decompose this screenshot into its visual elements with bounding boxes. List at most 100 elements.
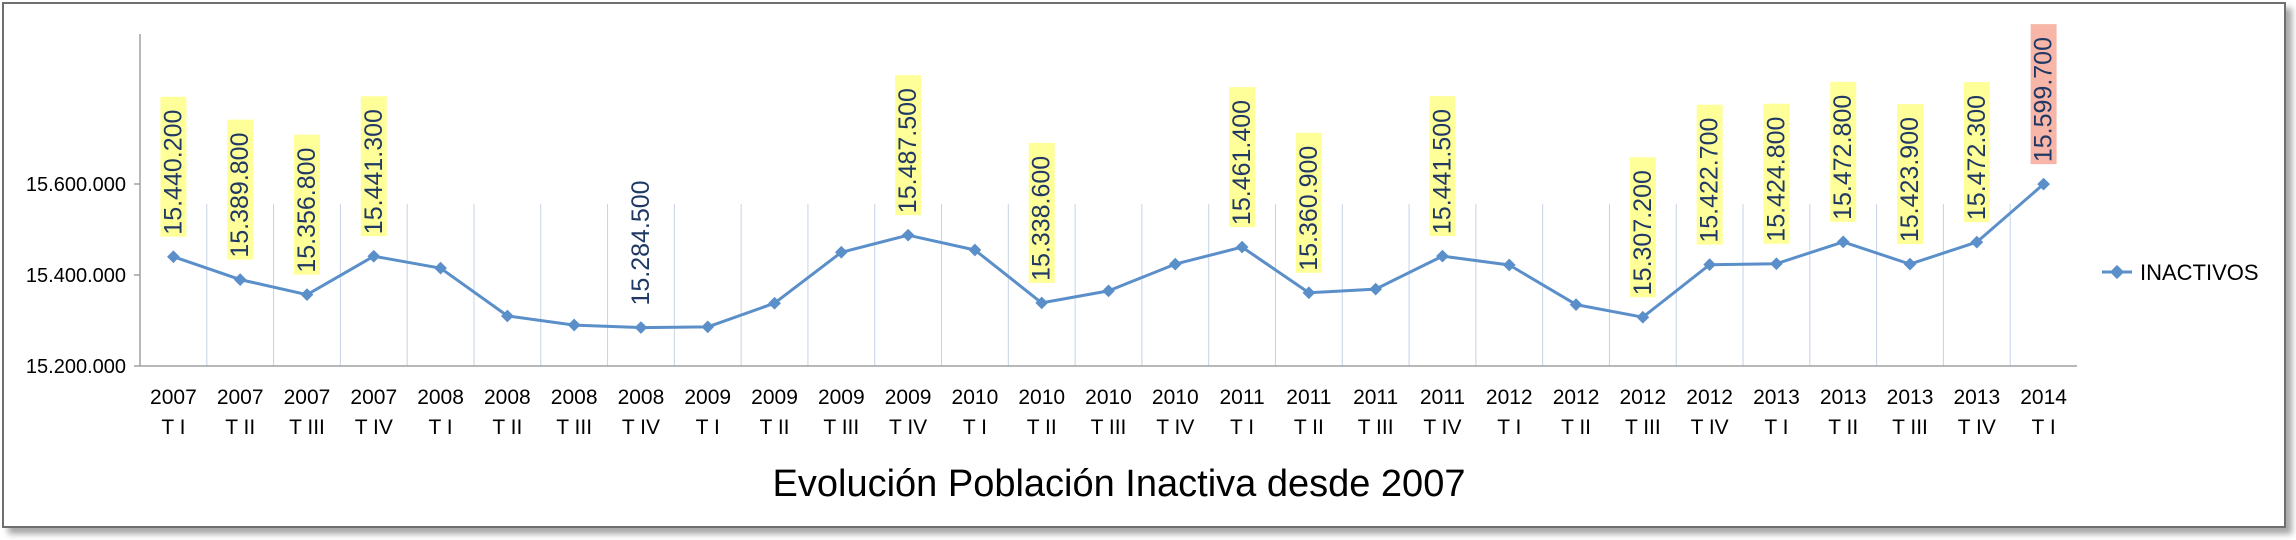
data-point bbox=[1569, 298, 1583, 311]
x-tick-label-quarter: T III bbox=[823, 416, 859, 439]
data-label-bg bbox=[2030, 24, 2057, 165]
data-point bbox=[434, 261, 447, 275]
x-tick-label-quarter: T I bbox=[696, 416, 720, 439]
data-label-text: 15.423.900 bbox=[1896, 117, 1924, 242]
x-tick-label-year: 2011 bbox=[1286, 386, 1331, 409]
x-tick-label-quarter: T III bbox=[556, 416, 592, 439]
data-label-text: 15.440.200 bbox=[159, 110, 187, 235]
y-tick-label: 15.200.000 bbox=[26, 356, 126, 378]
data-label: 15.360.900 bbox=[1295, 132, 1323, 273]
x-tick-label-quarter: T I bbox=[161, 416, 185, 439]
data-label: 15.422.700 bbox=[1696, 104, 1724, 245]
data-label-text: 15.424.800 bbox=[1762, 117, 1790, 242]
data-label: 15.472.800 bbox=[1829, 81, 1857, 222]
data-point bbox=[1903, 257, 1917, 271]
x-tick-label-quarter: T II bbox=[1027, 416, 1057, 439]
data-point bbox=[1168, 257, 1182, 271]
data-label: 15.389.800 bbox=[226, 119, 254, 260]
x-tick-label-quarter: T I bbox=[429, 416, 453, 439]
data-label-bg bbox=[1696, 104, 1723, 245]
data-label-bg bbox=[1763, 103, 1790, 244]
data-label-text: 15.356.800 bbox=[293, 148, 321, 273]
x-tick-label-year: 2008 bbox=[417, 386, 464, 409]
x-tick-label-year: 2007 bbox=[150, 386, 197, 409]
x-tick-label-quarter: T I bbox=[1497, 416, 1521, 439]
x-tick-label-quarter: T III bbox=[289, 416, 325, 439]
data-label-bg bbox=[895, 75, 922, 216]
x-tick-label-year: 2013 bbox=[1753, 386, 1800, 409]
x-tick-label-quarter: T IV bbox=[1423, 416, 1461, 439]
data-label-text: 15.284.500 bbox=[627, 180, 655, 305]
legend: INACTIVOS bbox=[2102, 260, 2259, 285]
line-chart: 15.200.000 15.400.000 15.600.000 2007 T I 200… bbox=[26, 24, 2259, 505]
data-label-bg bbox=[160, 96, 187, 237]
data-label: 15.423.900 bbox=[1896, 104, 1924, 245]
x-tick-label-quarter: T IV bbox=[355, 416, 393, 439]
x-tick-label-year: 2008 bbox=[551, 386, 598, 409]
data-point bbox=[567, 318, 581, 332]
data-label-bg bbox=[360, 96, 387, 237]
x-tick-label-year: 2009 bbox=[818, 386, 865, 409]
data-label-bg bbox=[1429, 96, 1456, 237]
grid-lines bbox=[206, 204, 2011, 366]
y-tick-label: 15.400.000 bbox=[26, 265, 126, 287]
data-point bbox=[1102, 284, 1115, 298]
data-label-bg bbox=[1897, 104, 1924, 245]
x-tick-label-quarter: T II bbox=[492, 416, 522, 439]
x-tick-label-year: 2011 bbox=[1220, 386, 1265, 409]
data-label-text: 15.472.800 bbox=[1829, 95, 1857, 220]
data-label: 15.424.800 bbox=[1762, 103, 1790, 244]
axes: 15.200.000 15.400.000 15.600.000 2007 T I 200… bbox=[26, 34, 2077, 439]
x-tick-label-year: 2013 bbox=[1820, 386, 1867, 409]
data-label-bg bbox=[1229, 87, 1256, 228]
x-tick-label-year: 2008 bbox=[484, 386, 531, 409]
x-tick-label-year: 2011 bbox=[1420, 386, 1465, 409]
data-label-bg bbox=[1830, 81, 1857, 222]
data-label-text: 15.422.700 bbox=[1696, 118, 1724, 243]
data-label-text: 15.461.400 bbox=[1228, 100, 1256, 225]
x-tick-label-year: 2010 bbox=[1018, 386, 1065, 409]
data-point bbox=[500, 309, 514, 323]
x-tick-label-year: 2012 bbox=[1486, 386, 1533, 409]
x-tick-label-year: 2007 bbox=[284, 386, 331, 409]
x-tick-label-quarter: T III bbox=[1091, 416, 1127, 439]
x-tick-label-quarter: T II bbox=[760, 416, 790, 439]
data-label: 15.441.500 bbox=[1428, 96, 1456, 237]
data-point bbox=[233, 273, 247, 287]
data-label-text: 15.338.600 bbox=[1028, 156, 1056, 281]
x-tick-label-quarter: T I bbox=[963, 416, 987, 439]
data-point bbox=[300, 288, 314, 302]
x-tick-label-year: 2011 bbox=[1353, 386, 1398, 409]
x-tick-label-year: 2010 bbox=[952, 386, 999, 409]
data-label-text: 15.360.900 bbox=[1295, 146, 1323, 271]
data-label-text: 15.441.300 bbox=[360, 109, 388, 234]
data-label: 15.487.500 bbox=[894, 75, 922, 216]
data-point bbox=[1436, 249, 1449, 263]
data-label-bg bbox=[1963, 82, 1990, 223]
data-label-text: 15.487.500 bbox=[894, 88, 922, 213]
chart-frame: 15.200.000 15.400.000 15.600.000 2007 T I 200… bbox=[2, 2, 2286, 528]
data-label: 15.441.300 bbox=[360, 96, 388, 237]
x-tick-label-year: 2009 bbox=[751, 386, 798, 409]
x-tick-label-quarter: T IV bbox=[889, 416, 927, 439]
x-tick-label-year: 2007 bbox=[217, 386, 264, 409]
x-tick-label-quarter: T II bbox=[225, 416, 255, 439]
x-tick-label-quarter: T I bbox=[2032, 416, 2056, 439]
data-label: 15.472.300 bbox=[1963, 82, 1991, 223]
x-tick-label-year: 2010 bbox=[1085, 386, 1132, 409]
data-point bbox=[1369, 282, 1383, 296]
data-point bbox=[1770, 257, 1783, 271]
x-tick-label-quarter: T IV bbox=[1156, 416, 1194, 439]
x-tick-label-quarter: T II bbox=[1561, 416, 1591, 439]
x-tick-label-quarter: T II bbox=[1828, 416, 1858, 439]
x-tick-label-quarter: T III bbox=[1625, 416, 1661, 439]
x-tick-label-quarter: T II bbox=[1294, 416, 1324, 439]
legend-label: INACTIVOS bbox=[2140, 260, 2259, 285]
data-point bbox=[167, 250, 180, 264]
data-label-text: 15.307.200 bbox=[1629, 170, 1657, 295]
x-tick-label-quarter: T IV bbox=[1691, 416, 1729, 439]
x-tick-label-quarter: T I bbox=[1764, 416, 1788, 439]
data-label-bg bbox=[1028, 142, 1055, 283]
data-label: 15.356.800 bbox=[293, 134, 321, 275]
legend-marker bbox=[2109, 264, 2125, 280]
